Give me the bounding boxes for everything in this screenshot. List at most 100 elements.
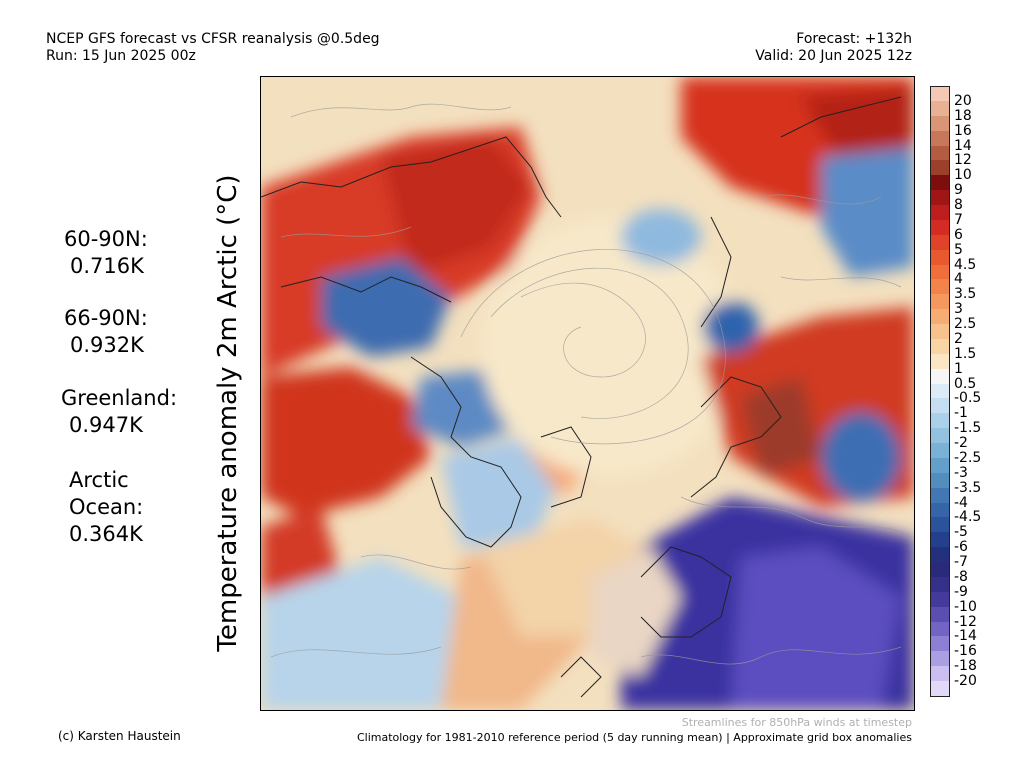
streamline-note: Streamlines for 850hPa winds at timestep — [681, 716, 912, 729]
stat-label-line2: Ocean: — [69, 495, 144, 519]
colorbar — [930, 86, 950, 697]
colorbar-segment — [930, 190, 950, 206]
colorbar-tick-label: 1 — [954, 360, 963, 377]
colorbar-segment — [930, 324, 950, 339]
colorbar-segment — [930, 86, 950, 102]
colorbar-segment — [930, 562, 950, 577]
colorbar-segment — [930, 175, 950, 191]
colorbar-segment — [930, 383, 950, 399]
colorbar-segment — [930, 636, 950, 652]
colorbar-segment — [930, 472, 950, 488]
colorbar-tick-label: -2.5 — [954, 449, 982, 466]
colorbar-segment — [930, 666, 950, 682]
colorbar-tick-label: -1.5 — [954, 420, 982, 437]
coastlines — [261, 96, 902, 698]
stat-value: 0.932K — [70, 333, 144, 357]
colorbar-tick-label: 9 — [954, 182, 963, 199]
colorbar-segment — [930, 130, 950, 146]
stat-value: 0.947K — [69, 413, 143, 437]
colorbar-segment — [930, 681, 950, 697]
colorbar-tick-label: -4 — [954, 494, 968, 511]
colorbar-tick-label: -8 — [954, 568, 968, 585]
colorbar-tick-label: 8 — [954, 197, 963, 214]
chart-title: NCEP GFS forecast vs CFSR reanalysis @0.… — [46, 31, 380, 47]
colorbar-segment — [930, 115, 950, 131]
colorbar-tick-label: -12 — [954, 613, 977, 630]
stat-arctic-ocean: Arctic Ocean: 0.364K — [69, 467, 143, 548]
colorbar-segment — [930, 443, 950, 458]
colorbar-segment — [930, 547, 950, 563]
colorbar-tick-label: 6 — [954, 226, 963, 243]
run-time: Run: 15 Jun 2025 00z — [46, 48, 196, 64]
colorbar-segment — [930, 309, 950, 325]
colorbar-tick-label: 4.5 — [954, 256, 977, 273]
colorbar-tick-label: 14 — [954, 137, 972, 154]
colorbar-segment — [930, 338, 950, 354]
credit: (c) Karsten Haustein — [58, 729, 181, 743]
colorbar-tick-label: -3.5 — [954, 479, 982, 496]
colorbar-tick-label: 16 — [954, 122, 972, 139]
colorbar-segment — [930, 368, 950, 384]
colorbar-segment — [930, 219, 950, 235]
colorbar-tick-label: -5 — [954, 524, 968, 541]
colorbar-segment — [930, 145, 950, 161]
colorbar-segment — [930, 576, 950, 592]
colorbar-tick-label: -10 — [954, 598, 977, 615]
colorbar-tick-label: 3 — [954, 301, 963, 318]
stat-label: 60-90N: — [64, 227, 148, 251]
anomaly-field — [261, 77, 914, 710]
forecast-hour: Forecast: +132h — [796, 31, 912, 47]
colorbar-segment — [930, 532, 950, 548]
colorbar-segment — [930, 398, 950, 414]
colorbar-segment — [930, 606, 950, 622]
colorbar-tick-label: -16 — [954, 643, 977, 660]
colorbar-segment — [930, 428, 950, 444]
colorbar-tick-label: -4.5 — [954, 509, 982, 526]
anomaly-map — [260, 76, 915, 711]
valid-time: Valid: 20 Jun 2025 12z — [755, 48, 912, 64]
colorbar-tick-label: -0.5 — [954, 390, 982, 407]
colorbar-tick-label: 4 — [954, 271, 963, 288]
colorbar-tick-label: -3 — [954, 464, 968, 481]
colorbar-segment — [930, 621, 950, 637]
colorbar-segment — [930, 457, 950, 473]
colorbar-tick-label: -20 — [954, 673, 977, 690]
stat-value: 0.364K — [69, 522, 143, 546]
colorbar-segment — [930, 651, 950, 667]
stat-label: Arctic — [69, 468, 129, 492]
colorbar-tick-label: -7 — [954, 554, 968, 571]
colorbar-segment — [930, 487, 950, 503]
colorbar-tick-label: -18 — [954, 658, 977, 675]
y-axis-label: Temperature anomaly 2m Arctic (°C) — [213, 174, 243, 652]
colorbar-segment — [930, 591, 950, 607]
stat-60-90n: 60-90N: 0.716K — [64, 226, 148, 280]
colorbar-tick-label: 1.5 — [954, 345, 977, 362]
colorbar-segment — [930, 413, 950, 429]
colorbar-segment — [930, 234, 950, 250]
colorbar-tick-label: 5 — [954, 241, 963, 258]
colorbar-segment — [930, 205, 950, 220]
header-right: Forecast: +132h Valid: 20 Jun 2025 12z — [755, 31, 912, 65]
colorbar-tick-label: 2 — [954, 330, 963, 347]
header-left: NCEP GFS forecast vs CFSR reanalysis @0.… — [46, 31, 380, 65]
colorbar-tick-label: -2 — [954, 435, 968, 452]
climatology-note: Climatology for 1981-2010 reference peri… — [356, 731, 912, 744]
stat-greenland: Greenland: 0.947K — [61, 385, 177, 439]
colorbar-tick-label: -1 — [954, 405, 968, 422]
colorbar-tick-label: -14 — [954, 628, 977, 645]
colorbar-segment — [930, 517, 950, 533]
colorbar-segment — [930, 279, 950, 295]
colorbar-segment — [930, 100, 950, 116]
stat-label: Greenland: — [61, 386, 178, 410]
colorbar-tick-label: 7 — [954, 211, 963, 228]
colorbar-tick-label: 12 — [954, 152, 972, 169]
colorbar-tick-label: 0.5 — [954, 375, 977, 392]
colorbar-tick-label: 10 — [954, 167, 972, 184]
stat-value: 0.716K — [70, 254, 144, 278]
map-canvas — [261, 77, 914, 710]
colorbar-tick-label: -6 — [954, 539, 968, 556]
colorbar-tick-label: 2.5 — [954, 316, 977, 333]
colorbar-tick-label: 18 — [954, 107, 972, 124]
colorbar-tick-label: -9 — [954, 583, 968, 600]
colorbar-tick-label: 3.5 — [954, 286, 977, 303]
